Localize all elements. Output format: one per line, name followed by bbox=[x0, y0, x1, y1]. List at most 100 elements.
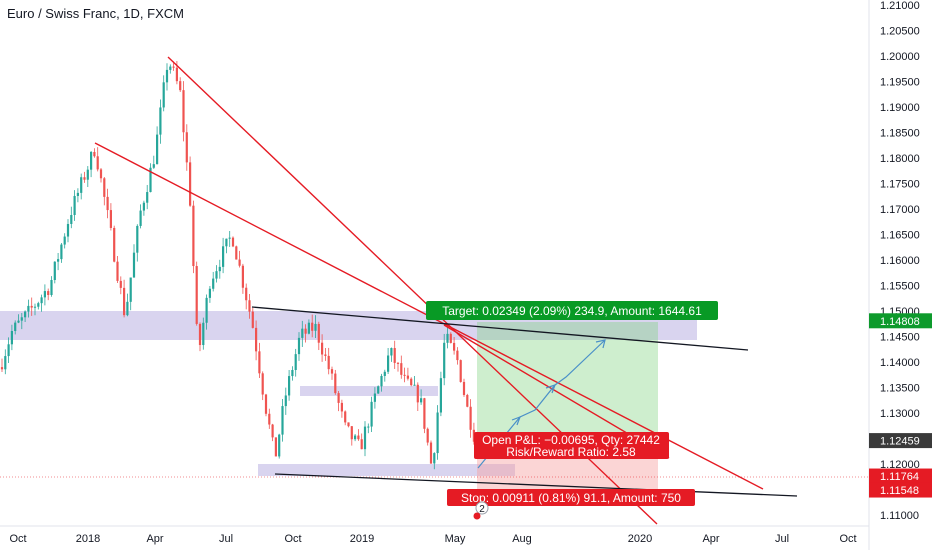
candle bbox=[314, 315, 317, 338]
candle bbox=[17, 314, 20, 324]
candle bbox=[90, 150, 93, 178]
projection-arrowhead-2 bbox=[545, 384, 557, 394]
target-label-box bbox=[426, 301, 718, 320]
candle bbox=[113, 225, 116, 263]
candle bbox=[50, 276, 53, 297]
price-badge-box-0 bbox=[869, 313, 932, 329]
price-tick-3: 1.19500 bbox=[880, 77, 920, 89]
candle bbox=[132, 244, 136, 278]
candle bbox=[185, 124, 188, 171]
candle bbox=[466, 393, 469, 408]
candle bbox=[66, 219, 70, 243]
candle bbox=[433, 452, 436, 470]
candle bbox=[370, 396, 373, 432]
candle bbox=[383, 369, 386, 382]
candle bbox=[179, 77, 182, 92]
candle bbox=[238, 250, 241, 268]
candle bbox=[347, 422, 350, 428]
price-tick-0: 1.21000 bbox=[880, 0, 920, 12]
candle bbox=[205, 294, 208, 330]
candle bbox=[24, 310, 27, 323]
price-tick-20: 1.11000 bbox=[880, 510, 919, 522]
candle bbox=[30, 297, 33, 316]
candle bbox=[149, 163, 152, 193]
candle bbox=[245, 283, 248, 310]
candle bbox=[47, 288, 50, 301]
candle bbox=[439, 371, 442, 417]
candle bbox=[271, 423, 274, 442]
candle bbox=[459, 359, 462, 383]
candle bbox=[40, 294, 43, 312]
time-tick-4: Oct bbox=[284, 533, 301, 545]
flag-icon bbox=[473, 512, 481, 520]
candle bbox=[248, 294, 251, 319]
candle bbox=[334, 369, 337, 395]
candle bbox=[165, 63, 169, 91]
time-tick-9: Apr bbox=[702, 533, 719, 545]
candle bbox=[27, 299, 30, 318]
candle bbox=[63, 233, 66, 249]
candle bbox=[360, 433, 363, 450]
time-axis[interactable]: Oct 2018 Apr Jul Oct 2019 May Aug 2020 Apr Jul Oct bbox=[9, 533, 856, 545]
price-badge-box-3 bbox=[869, 482, 932, 498]
candle bbox=[106, 188, 109, 219]
projection-arrowhead-1 bbox=[511, 415, 522, 426]
candle bbox=[324, 347, 327, 361]
candle bbox=[274, 437, 277, 457]
candle bbox=[208, 286, 211, 303]
candle bbox=[258, 342, 261, 378]
candle bbox=[189, 156, 192, 207]
candle bbox=[241, 263, 244, 294]
candle bbox=[297, 332, 301, 361]
candle bbox=[423, 397, 426, 434]
candle bbox=[413, 376, 416, 386]
candle bbox=[129, 277, 132, 311]
candle bbox=[456, 347, 459, 365]
candle bbox=[472, 422, 475, 445]
price-badge-1: 1.12459 bbox=[880, 436, 920, 448]
candle bbox=[14, 320, 17, 335]
candle bbox=[337, 390, 340, 412]
time-tick-5: 2019 bbox=[350, 533, 374, 545]
time-tick-2: Apr bbox=[146, 533, 163, 545]
price-tick-11: 1.15500 bbox=[880, 281, 920, 293]
candle bbox=[363, 421, 367, 457]
candle bbox=[453, 336, 456, 355]
candle bbox=[139, 204, 142, 229]
candle bbox=[99, 168, 103, 183]
trendline-black-1 bbox=[251, 306, 749, 351]
target-label: Target: 0.02349 (2.09%) 234.9, Amount: 1… bbox=[442, 304, 702, 318]
candle bbox=[86, 166, 89, 188]
candle bbox=[76, 188, 79, 203]
candle bbox=[390, 347, 393, 362]
candle bbox=[119, 276, 122, 295]
candle bbox=[307, 319, 310, 335]
time-tick-7: Aug bbox=[512, 533, 532, 545]
price-tick-14: 1.14000 bbox=[880, 357, 920, 369]
trendline-black-2 bbox=[274, 473, 798, 497]
candle bbox=[0, 358, 4, 372]
price-tick-2: 1.20000 bbox=[880, 51, 920, 63]
candle bbox=[195, 261, 198, 326]
candle bbox=[10, 324, 13, 351]
price-badge-3: 1.11548 bbox=[880, 485, 919, 497]
candle bbox=[70, 206, 73, 229]
candle bbox=[152, 155, 155, 169]
price-badges: 1.14808 1.12459 1.11764 1.11548 bbox=[869, 313, 932, 498]
svg-text:2: 2 bbox=[479, 504, 485, 515]
candle bbox=[350, 425, 353, 446]
chart-title: Euro / Swiss Franc, 1D, FXCM bbox=[7, 6, 184, 21]
price-badge-2: 1.11764 bbox=[880, 471, 919, 483]
candle bbox=[367, 423, 370, 434]
candle bbox=[103, 177, 106, 206]
events-marker[interactable]: 2 bbox=[473, 501, 489, 520]
price-badge-box-2 bbox=[869, 468, 932, 484]
price-tick-18: 1.12000 bbox=[880, 459, 920, 471]
candle bbox=[228, 231, 231, 247]
pnl-label-box bbox=[474, 432, 669, 459]
candle bbox=[330, 366, 334, 380]
candle bbox=[222, 237, 225, 274]
candle bbox=[159, 99, 162, 144]
candle bbox=[218, 259, 221, 279]
